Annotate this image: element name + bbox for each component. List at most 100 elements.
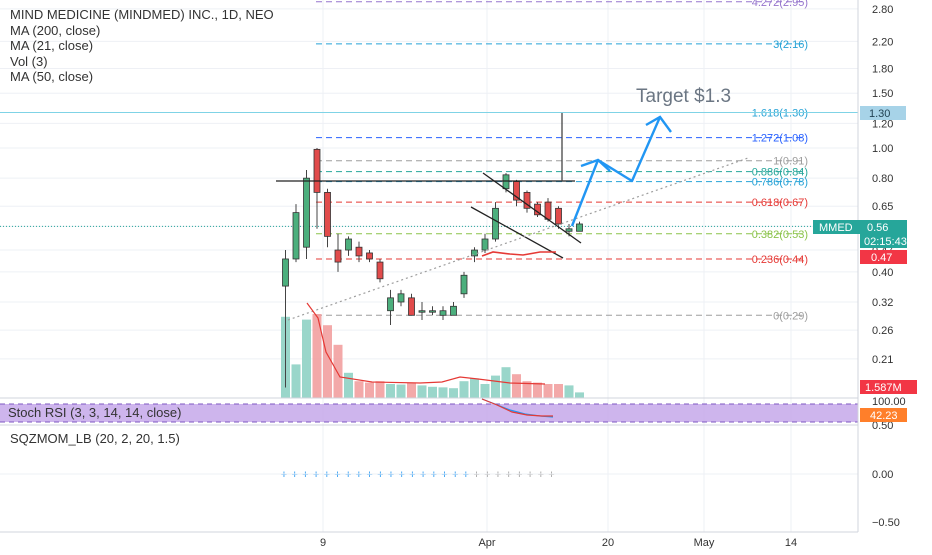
candle-body <box>408 297 415 316</box>
fib-level-label: 3(2.16) <box>773 39 808 51</box>
price-tick-label: 0.26 <box>872 325 893 337</box>
time-tick-apr: Apr <box>478 537 495 549</box>
time-tick-14: 14 <box>785 537 797 549</box>
legend-title[interactable]: MIND MEDICINE (MINDMED) INC., 1D, NEO <box>10 7 274 22</box>
stoch-tick-100: 100.00 <box>872 396 906 408</box>
candle-body <box>292 212 300 260</box>
badge-countdown: 02:15:43 <box>864 236 907 248</box>
volume-bar <box>554 384 563 398</box>
fib-level-label: 0.886(0.84) <box>752 167 808 179</box>
badge-volume: 1.587M <box>865 382 902 394</box>
candle-body <box>502 174 510 190</box>
volume-bar <box>533 382 542 398</box>
sqzmom-dot: + <box>388 469 394 481</box>
legend-ma-50[interactable]: MA (50, close) <box>10 69 94 84</box>
fib-level-label: 0(0.29) <box>773 310 808 322</box>
legend-ma-200[interactable]: MA (200, close) <box>10 22 101 38</box>
volume-bar <box>323 325 332 398</box>
sqzmom-dot: + <box>527 469 533 481</box>
stoch-rsi-title[interactable]: Stoch RSI (3, 3, 14, 14, close) <box>8 405 182 420</box>
volume-bar <box>470 378 479 398</box>
price-tick-label: 0.65 <box>872 201 893 213</box>
badge-target: 1.30 <box>869 108 890 120</box>
fib-level-label: 1.272(1.08) <box>752 133 808 145</box>
sqzmom-dot: + <box>420 469 426 481</box>
sqzmom-dots: + + + + + + + + + + + + + + + + + + + + + + + + + + <box>281 469 555 481</box>
legend-vol[interactable]: Vol (3) <box>10 53 48 69</box>
sqzmom-dot: + <box>409 469 415 481</box>
sqzmom-dot: + <box>377 469 383 481</box>
sqzmom-dot: + <box>548 469 554 481</box>
sqzmom-dot: + <box>516 469 522 481</box>
time-tick-9: 9 <box>320 537 326 549</box>
sqzmom-dot: + <box>495 469 501 481</box>
volume-bar <box>386 384 395 398</box>
candle-body <box>345 238 352 251</box>
candle-body <box>481 238 489 251</box>
sqzmom-dot: + <box>324 469 330 481</box>
volume-bar <box>333 344 343 398</box>
volume-bar <box>396 384 406 398</box>
volume-bar <box>302 319 311 398</box>
candle-body <box>565 228 573 232</box>
price-tick-label: 2.20 <box>872 36 893 48</box>
time-tick-20: 20 <box>602 537 614 549</box>
time-tick-may: May <box>694 537 715 549</box>
candle-body <box>366 252 373 260</box>
sqzmom-dot: + <box>356 469 362 481</box>
fibonacci-levels: 4.272(2.95) 3(2.16) 1.618(1.30) 1.272(1.08)… <box>0 0 858 322</box>
price-tick-label: 0.32 <box>872 297 893 309</box>
volume-bar <box>449 388 458 398</box>
fib-level-label: 0.786(0.78) <box>752 177 808 189</box>
projection-arrowhead-2 <box>645 115 672 133</box>
badge-symbol: MMED <box>819 222 853 234</box>
sqzmom-title[interactable]: SQZMOM_LB (20, 2, 20, 1.5) <box>10 431 180 446</box>
candle-body <box>303 177 310 248</box>
badge-last-close: 0.56 <box>867 222 888 234</box>
price-tick-label: 0.40 <box>872 267 893 279</box>
sqzmom-dot: + <box>281 469 287 481</box>
price-tick-label: 1.00 <box>872 143 893 155</box>
volume-bar <box>438 387 448 398</box>
projection-arrowhead-1 <box>580 158 611 172</box>
candle-body <box>544 201 552 220</box>
time-axis: 9 Apr 20 May 14 <box>0 531 858 549</box>
volume-bar <box>344 372 353 398</box>
fib-level-label: 1(0.91) <box>773 156 808 168</box>
volume-bar <box>375 381 385 398</box>
chart-legend: MIND MEDICINE (MINDMED) INC., 1D, NEO MA… <box>10 7 274 85</box>
sqzmom-dot: + <box>484 469 490 481</box>
target-annotation: Target $1.3 <box>636 86 731 107</box>
volume-bar <box>417 385 427 398</box>
candle-body <box>555 207 562 225</box>
volume-bar <box>575 392 584 398</box>
candle-body <box>418 310 426 313</box>
fib-level-label: 0.236(0.44) <box>752 254 808 266</box>
candle-body <box>376 261 384 280</box>
sqzmom-dot: + <box>302 469 308 481</box>
volume-ma-line <box>306 302 546 385</box>
sqzmom-dot: + <box>291 469 297 481</box>
badge-stoch-value: 42.23 <box>870 410 898 422</box>
badge-ma-value: 0.47 <box>871 252 892 264</box>
candle-body <box>282 258 289 287</box>
legend-ma-21[interactable]: MA (21, close) <box>10 38 94 53</box>
candle-body <box>439 310 447 316</box>
stoch-tick-050: 0.50 <box>872 420 893 432</box>
trend-line <box>287 157 749 321</box>
volume-bar <box>459 381 469 398</box>
volume-bar <box>480 384 490 398</box>
sqzmom-dot: + <box>505 469 511 481</box>
volume-bar <box>491 375 500 398</box>
sqzmom-dot: + <box>452 469 458 481</box>
price-tick-label: 1.50 <box>872 88 893 100</box>
price-tick-label: 0.21 <box>872 354 893 366</box>
volume-bar <box>428 386 437 398</box>
sqzmom-dot: + <box>345 469 351 481</box>
sqzmom-dot: + <box>431 469 437 481</box>
sqzmom-dot: + <box>313 469 319 481</box>
drawings: Target $1.3 <box>276 86 749 385</box>
sqzmom-dot: + <box>398 469 404 481</box>
